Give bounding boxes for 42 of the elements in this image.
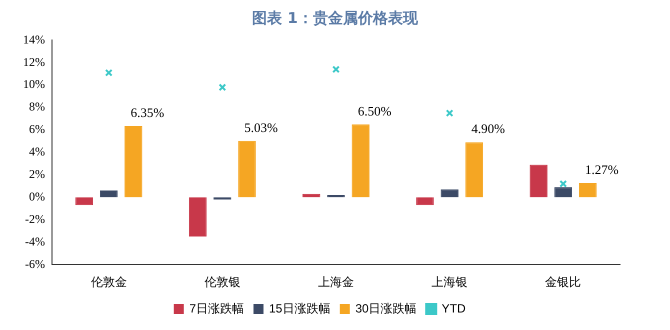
bar: [554, 187, 572, 198]
x-tick-label: 伦敦银: [204, 274, 240, 289]
bar: [530, 164, 548, 198]
bar: [124, 126, 142, 198]
point: [446, 109, 454, 117]
x-tick-label: 上海银: [432, 274, 468, 289]
data-label: 5.03%: [244, 120, 278, 135]
x-tick-label: 金银比: [545, 274, 582, 289]
legend-label: 30日涨跌幅: [355, 301, 417, 316]
bar: [465, 142, 484, 198]
legend-label: 7日涨跌幅: [189, 301, 244, 316]
point: [218, 83, 226, 92]
legend-label: YTD: [442, 301, 466, 316]
bar: [440, 189, 458, 198]
y-tick-label: 10%: [22, 77, 45, 92]
y-tick-label: 8%: [28, 100, 45, 114]
y-tick-label: 12%: [22, 54, 45, 69]
y-tick-label: -2%: [24, 212, 45, 226]
point: [104, 68, 113, 77]
data-label: 4.90%: [471, 121, 506, 136]
data-label: 1.27%: [585, 162, 619, 177]
data-label: 6.35%: [130, 104, 164, 120]
x-tick-label: 伦敦金: [90, 274, 127, 289]
bar: [75, 197, 94, 206]
x-tick-label: 上海金: [318, 274, 354, 289]
y-tick-label: 4%: [28, 144, 45, 159]
bar: [238, 140, 256, 198]
bar: [352, 124, 370, 198]
legend-label: 15日涨跌幅: [268, 301, 330, 316]
y-tick-label: -6%: [24, 256, 45, 271]
y-tick-label: 6%: [28, 122, 45, 136]
bar: [188, 197, 207, 237]
y-tick-label: 14%: [22, 32, 45, 46]
point: [559, 180, 568, 188]
y-tick-label: -4%: [24, 234, 45, 248]
y-tick-label: 0%: [28, 189, 45, 204]
point: [332, 66, 340, 74]
data-label: 6.50%: [358, 103, 392, 118]
chart-title: 图表 1：贵金属价格表现: [251, 8, 419, 29]
y-tick-label: 2%: [28, 166, 45, 181]
bar: [100, 190, 118, 198]
bar: [416, 197, 434, 206]
